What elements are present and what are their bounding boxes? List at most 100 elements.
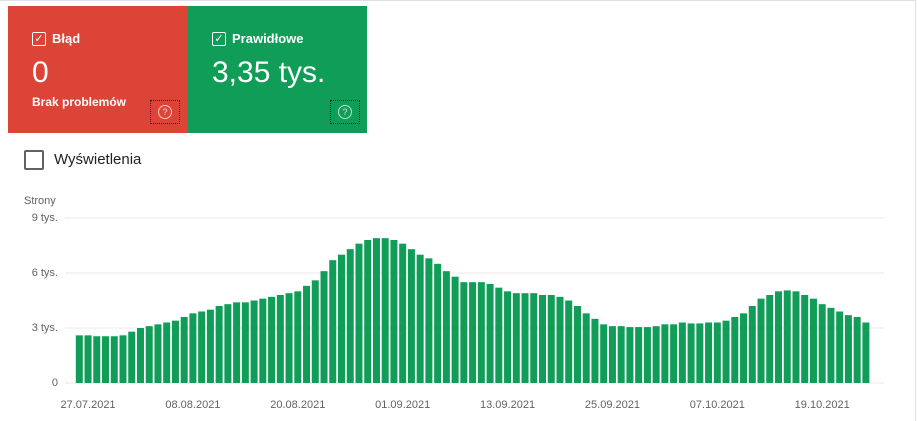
bar: [268, 296, 276, 383]
bar: [565, 300, 573, 383]
bar: [198, 311, 206, 383]
bar: [163, 322, 171, 383]
bar: [661, 324, 669, 383]
bar: [731, 317, 739, 383]
bar: [844, 315, 852, 383]
bar: [442, 271, 450, 383]
bar: [504, 291, 512, 383]
bar: [539, 295, 547, 383]
bar: [748, 306, 756, 383]
x-tick-label: 13.09.2021: [480, 399, 535, 411]
bar: [556, 296, 564, 383]
bar: [591, 318, 599, 383]
bar: [486, 284, 494, 383]
x-tick-label: 07.10.2021: [690, 399, 745, 411]
card-value: 0: [32, 56, 49, 89]
bar: [224, 304, 232, 383]
bar: [696, 323, 704, 383]
help-icon[interactable]: ?: [150, 100, 180, 124]
y-tick-label: 3 tys.: [32, 322, 58, 334]
bar: [189, 313, 197, 383]
bar: [364, 240, 372, 383]
bar: [259, 298, 267, 383]
bar: [626, 327, 634, 383]
bar: [75, 335, 83, 383]
bar: [573, 306, 581, 383]
bar: [722, 320, 730, 383]
x-tick-label: 27.07.2021: [61, 399, 116, 411]
checkbox[interactable]: ✓: [32, 32, 46, 46]
bar: [670, 324, 678, 383]
bar: [145, 326, 153, 383]
bar: [180, 317, 188, 383]
bar: [775, 291, 782, 383]
bar: [600, 324, 608, 383]
bar: [652, 326, 660, 383]
y-tick-label: 0: [52, 377, 58, 389]
x-tick-label: 19.10.2021: [795, 399, 850, 411]
bar: [740, 313, 748, 383]
help-icon[interactable]: ?: [330, 100, 360, 124]
checkbox[interactable]: [24, 150, 44, 170]
bar: [460, 282, 468, 383]
bar: [303, 285, 311, 383]
error-card[interactable]: ✓ Błąd 0 Brak problemów ?: [8, 6, 188, 133]
bar: [241, 302, 249, 383]
bar: [285, 293, 293, 383]
bar: [792, 291, 800, 383]
bar: [547, 295, 555, 383]
bar: [294, 291, 302, 383]
bar: [171, 320, 179, 383]
card-label: Prawidłowe: [232, 31, 304, 46]
bar: [355, 243, 363, 383]
bar: [862, 322, 870, 383]
bar: [206, 309, 214, 383]
bar: [757, 298, 765, 383]
y-tick-label: 9 tys.: [32, 212, 58, 224]
bar: [451, 276, 459, 383]
bar: [678, 322, 686, 383]
bar: [818, 304, 826, 383]
toggle-label[interactable]: Wyświetlenia: [54, 151, 142, 168]
bar: [390, 240, 398, 383]
card-sub: Brak problemów: [32, 95, 127, 109]
bar: [801, 295, 809, 383]
bar: [608, 326, 616, 383]
bar: [705, 322, 713, 383]
bar: [311, 280, 319, 383]
bar: [320, 271, 328, 383]
bar: [84, 335, 92, 383]
bar: [407, 249, 415, 383]
bar: [783, 290, 791, 383]
bar: [276, 295, 284, 383]
bar: [154, 324, 162, 383]
bar: [136, 328, 144, 383]
x-tick-label: 25.09.2021: [585, 399, 640, 411]
y-tick-label: 6 tys.: [32, 267, 58, 279]
bar: [853, 317, 861, 383]
x-tick-label: 08.08.2021: [165, 399, 220, 411]
bar: [582, 313, 590, 383]
x-tick-label: 01.09.2021: [375, 399, 430, 411]
bar: [687, 323, 695, 383]
bar: [93, 336, 101, 383]
bar: [399, 243, 407, 383]
bar: [372, 238, 380, 383]
bar: [713, 322, 721, 383]
bar: [102, 336, 110, 383]
bar: [329, 260, 337, 383]
bar: [128, 331, 136, 383]
bar: [617, 326, 625, 383]
bar: [233, 302, 241, 383]
bar: [250, 300, 258, 383]
bar: [635, 327, 643, 383]
checkbox[interactable]: ✓: [212, 32, 226, 46]
valid-card[interactable]: ✓ Prawidłowe 3,35 tys. ?: [188, 6, 367, 133]
bar: [346, 249, 354, 383]
card-label: Błąd: [52, 31, 81, 46]
bar: [809, 298, 817, 383]
bar: [477, 282, 485, 383]
